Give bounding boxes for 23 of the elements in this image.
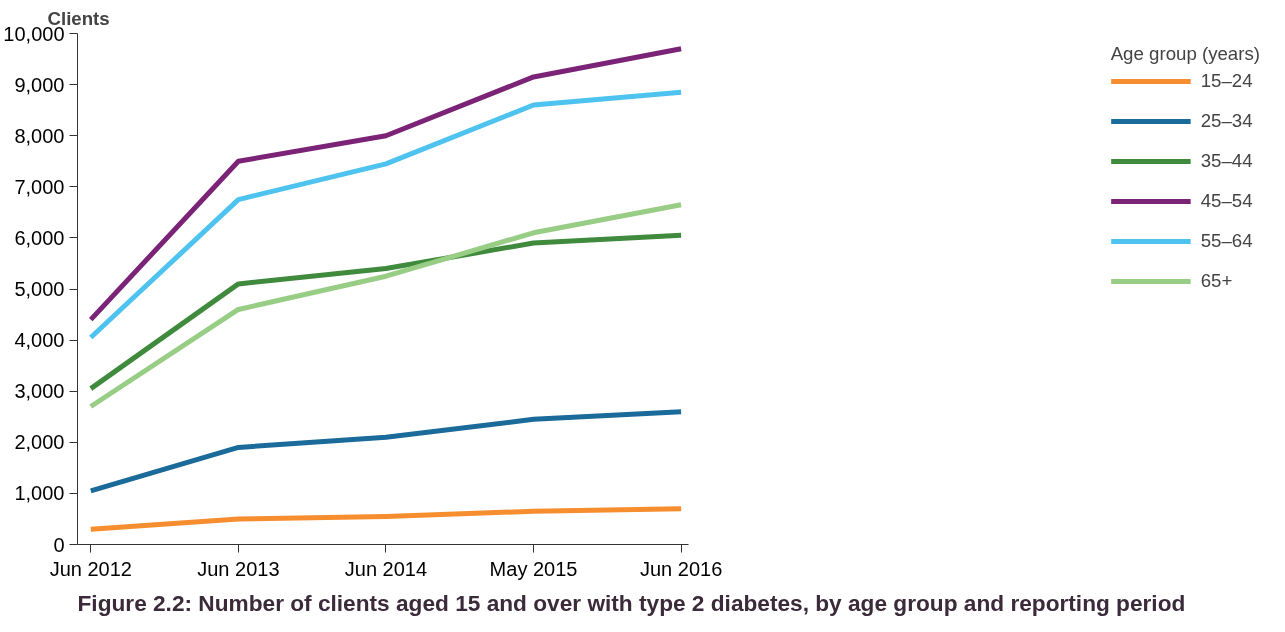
y-tick-label: 8,000 xyxy=(14,124,65,147)
legend-label: 45–54 xyxy=(1200,190,1253,212)
x-tick-label: Jun 2012 xyxy=(49,557,132,580)
y-tick-label: 1,000 xyxy=(14,482,65,505)
y-tick-label: 9,000 xyxy=(14,73,65,96)
x-tick-label: May 2015 xyxy=(489,557,578,580)
x-tick-label: Jun 2016 xyxy=(639,557,723,580)
legend-title: Age group (years) xyxy=(1110,43,1260,65)
y-tick-label: 6,000 xyxy=(14,226,65,249)
y-tick-label: 5,000 xyxy=(14,278,65,300)
legend-label: 35–44 xyxy=(1200,150,1253,172)
y-tick-label: 2,000 xyxy=(14,431,65,454)
y-tick-label: 3,000 xyxy=(14,380,65,403)
x-tick-label: Jun 2014 xyxy=(344,557,428,580)
legend-label: 25–34 xyxy=(1200,110,1253,132)
y-tick-label: 7,000 xyxy=(14,175,65,198)
legend-label: 15–24 xyxy=(1200,70,1253,92)
y-tick-label: 0 xyxy=(53,533,65,556)
legend-label: 65+ xyxy=(1200,270,1233,292)
y-tick-label: 4,000 xyxy=(14,329,65,352)
x-tick-label: Jun 2013 xyxy=(197,557,280,580)
legend-label: 55–64 xyxy=(1200,230,1253,252)
text: Figure 2.2: Number of clients aged 15 and over with type 2 diabetes, by age group and reporting period xyxy=(77,589,1186,616)
